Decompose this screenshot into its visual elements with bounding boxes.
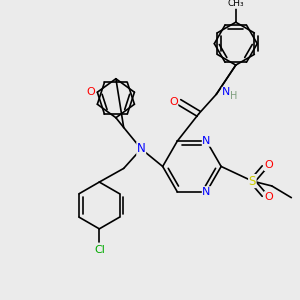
Text: O: O xyxy=(265,160,273,170)
Text: O: O xyxy=(265,192,273,202)
Text: O: O xyxy=(169,97,178,107)
Text: H: H xyxy=(230,91,237,101)
Text: O: O xyxy=(86,87,95,97)
Text: S: S xyxy=(249,175,256,188)
Text: N: N xyxy=(137,142,146,155)
Text: CH₃: CH₃ xyxy=(227,0,244,8)
Text: Cl: Cl xyxy=(94,245,105,255)
Text: N: N xyxy=(222,87,230,98)
Text: N: N xyxy=(202,187,211,197)
Text: N: N xyxy=(202,136,211,146)
